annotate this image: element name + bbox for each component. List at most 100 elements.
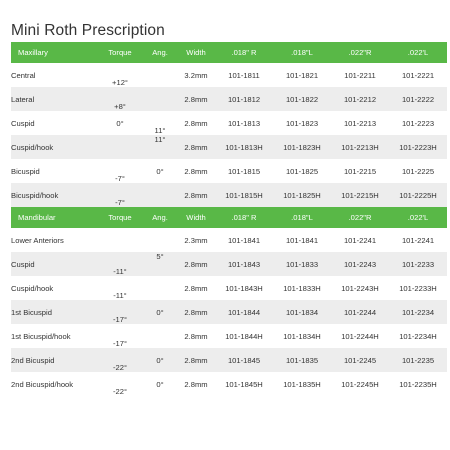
maxillary-header-ref-018-r: .018" R [215,42,273,63]
maxillary-header-angulation: Ang. [143,42,177,63]
cell-angulation: 5° [143,252,177,276]
cell-ref-018-l: 101-1823H [273,135,331,159]
cell-ref-022-l: 101-2241 [401,235,435,245]
prescription-table: Maxillary Torque Ang. Width .018" R .018"L .02… [11,42,447,396]
mandibular-header-row: Mandibular Torque Ang. Width .018" R .018"L .0… [11,207,447,228]
cell-width: 2.8mm [184,283,208,293]
cell-ref-018-l: 101-1841 [285,235,319,245]
cell-tooth: Cuspid/hook [11,283,54,293]
mandibular-header-ref-022-r: .022"R [331,207,389,228]
cell-tooth: Bicuspid [11,166,40,176]
cell-ref-022-r: 101-2245H [341,379,379,389]
cell-ref-018-l: 101-1834H [283,331,321,341]
table-row: Central +12° 3.2mm 101-1811 101-1821 101-2211… [11,63,447,88]
cell-ref-018-r: 101-1843 [215,252,273,276]
table-row: 2nd Bicuspid -22° 0° 2.8mm 101-1845 101-1835 1… [11,348,447,372]
cell-ref-022-r: 101-2243 [331,252,389,276]
cell-torque: +12° [112,78,128,87]
cell-angulation: 0° [143,300,177,324]
cell-ref-018-l: 101-1825 [285,166,319,176]
cell-ref-022-l: 101-2234 [389,300,447,324]
cell-torque: 0° [116,118,124,128]
prescription-sheet: Maxillary Torque Ang. Width .018" R .018"L .02… [11,42,447,396]
cell-torque: -7° [115,174,125,183]
cell-ref-018-r: 101-1841 [227,235,261,245]
cell-tooth: 2nd Bicuspid/hook [11,379,74,389]
cell-width: 2.8mm [177,252,215,276]
page-title: Mini Roth Prescription [11,22,165,39]
cell-ref-018-l: 101-1835H [283,379,321,389]
cell-tooth: Cuspid/hook [11,135,97,159]
cell-torque: +8° [97,87,143,111]
cell-torque [97,228,143,252]
table-row: Cuspid/hook -11° 2.8mm 101-1843H 101-1833H 10… [11,276,447,301]
cell-ref-018-l: 101-1835 [273,348,331,372]
maxillary-header-row: Maxillary Torque Ang. Width .018" R .018"L .02… [11,42,447,63]
cell-angulation: 0° [156,166,164,176]
maxillary-header-ref-022-l: .022'L [389,42,447,63]
table-row: Lower Anteriors 2.3mm 101-1841 101-1841 101-… [11,228,447,252]
table-row: Cuspid 0° 11° 2.8mm 101-1813 101-1823 101-2213… [11,111,447,136]
cell-tooth: Central [11,70,36,80]
cell-ref-022-r: 101-2215 [343,166,377,176]
cell-angulation [143,87,177,111]
cell-width: 2.8mm [177,348,215,372]
cell-ref-018-r: 101-1844H [225,331,263,341]
cell-width: 2.3mm [184,235,208,245]
table-row: Cuspid/hook 11° 2.8mm 101-1813H 101-1823H 101… [11,135,447,159]
cell-torque: -17° [112,339,127,348]
cell-ref-022-r: 101-2211 [344,70,376,80]
table-row: Bicuspid -7° 0° 2.8mm 101-1815 101-1825 101-22… [11,159,447,184]
cell-ref-018-l: 101-1834 [273,300,331,324]
table-row: Cuspid -11° 5° 2.8mm 101-1843 101-1833 101-224… [11,252,447,276]
cell-torque: -22° [112,387,127,396]
cell-width: 2.8mm [177,135,215,159]
cell-ref-022-l: 101-2222 [389,87,447,111]
mandibular-header-angulation: Ang. [143,207,177,228]
cell-width: 2.8mm [177,300,215,324]
cell-width: 2.8mm [184,118,208,128]
cell-width: 2.8mm [184,379,208,389]
cell-ref-018-l: 101-1825H [273,183,331,207]
cell-ref-022-l: 101-2221 [401,70,435,80]
cell-ref-022-l: 101-2234H [399,331,437,341]
cell-ref-022-l: 101-2223 [401,118,435,128]
cell-torque: -7° [97,183,143,207]
table-row: Lateral +8° 2.8mm 101-1812 101-1822 101-2212 1… [11,87,447,111]
table-row: 1st Bicuspid/hook -17° 2.8mm 101-1844H 101-1… [11,324,447,349]
cell-ref-018-r: 101-1813H [215,135,273,159]
maxillary-header-ref-022-r: .022"R [331,42,389,63]
mandibular-header-tooth: Mandibular [11,207,97,228]
cell-ref-022-r: 101-2245 [331,348,389,372]
cell-ref-018-r: 101-1815 [227,166,261,176]
cell-width: 2.8mm [184,331,208,341]
cell-ref-022-r: 101-2241 [343,235,377,245]
cell-tooth: 1st Bicuspid/hook [11,331,71,341]
cell-ref-018-l: 101-1821 [285,70,319,80]
cell-ref-022-l: 101-2225 [401,166,435,176]
mandibular-header-ref-018-r: .018" R [215,207,273,228]
cell-ref-018-r: 101-1845H [225,379,263,389]
table-row: 2nd Bicuspid/hook -22° 0° 2.8mm 101-1845H 101… [11,372,447,397]
cell-tooth: Cuspid [11,118,35,128]
cell-tooth: Lower Anteriors [11,235,64,245]
cell-ref-022-r: 101-2244 [331,300,389,324]
cell-width: 2.8mm [177,183,215,207]
cell-ref-018-r: 101-1811 [228,70,260,80]
cell-angulation: 11° [154,126,166,135]
cell-angulation [143,183,177,207]
table-row: Bicuspid/hook -7° 2.8mm 101-1815H 101-1825H 1… [11,183,447,207]
cell-torque: -11° [97,252,143,276]
table-row: 1st Bicuspid -17° 0° 2.8mm 101-1844 101-1834 1… [11,300,447,324]
cell-ref-018-l: 101-1823 [285,118,319,128]
cell-ref-018-r: 101-1843H [225,283,263,293]
cell-tooth: Cuspid [11,252,97,276]
cell-angulation [143,63,177,87]
cell-ref-022-r: 101-2212 [331,87,389,111]
cell-ref-022-l: 101-2235 [389,348,447,372]
cell-width: 3.2mm [184,70,208,80]
cell-ref-018-l: 101-1833 [273,252,331,276]
cell-ref-018-r: 101-1813 [227,118,261,128]
cell-torque: -22° [97,348,143,372]
cell-angulation [143,324,177,348]
